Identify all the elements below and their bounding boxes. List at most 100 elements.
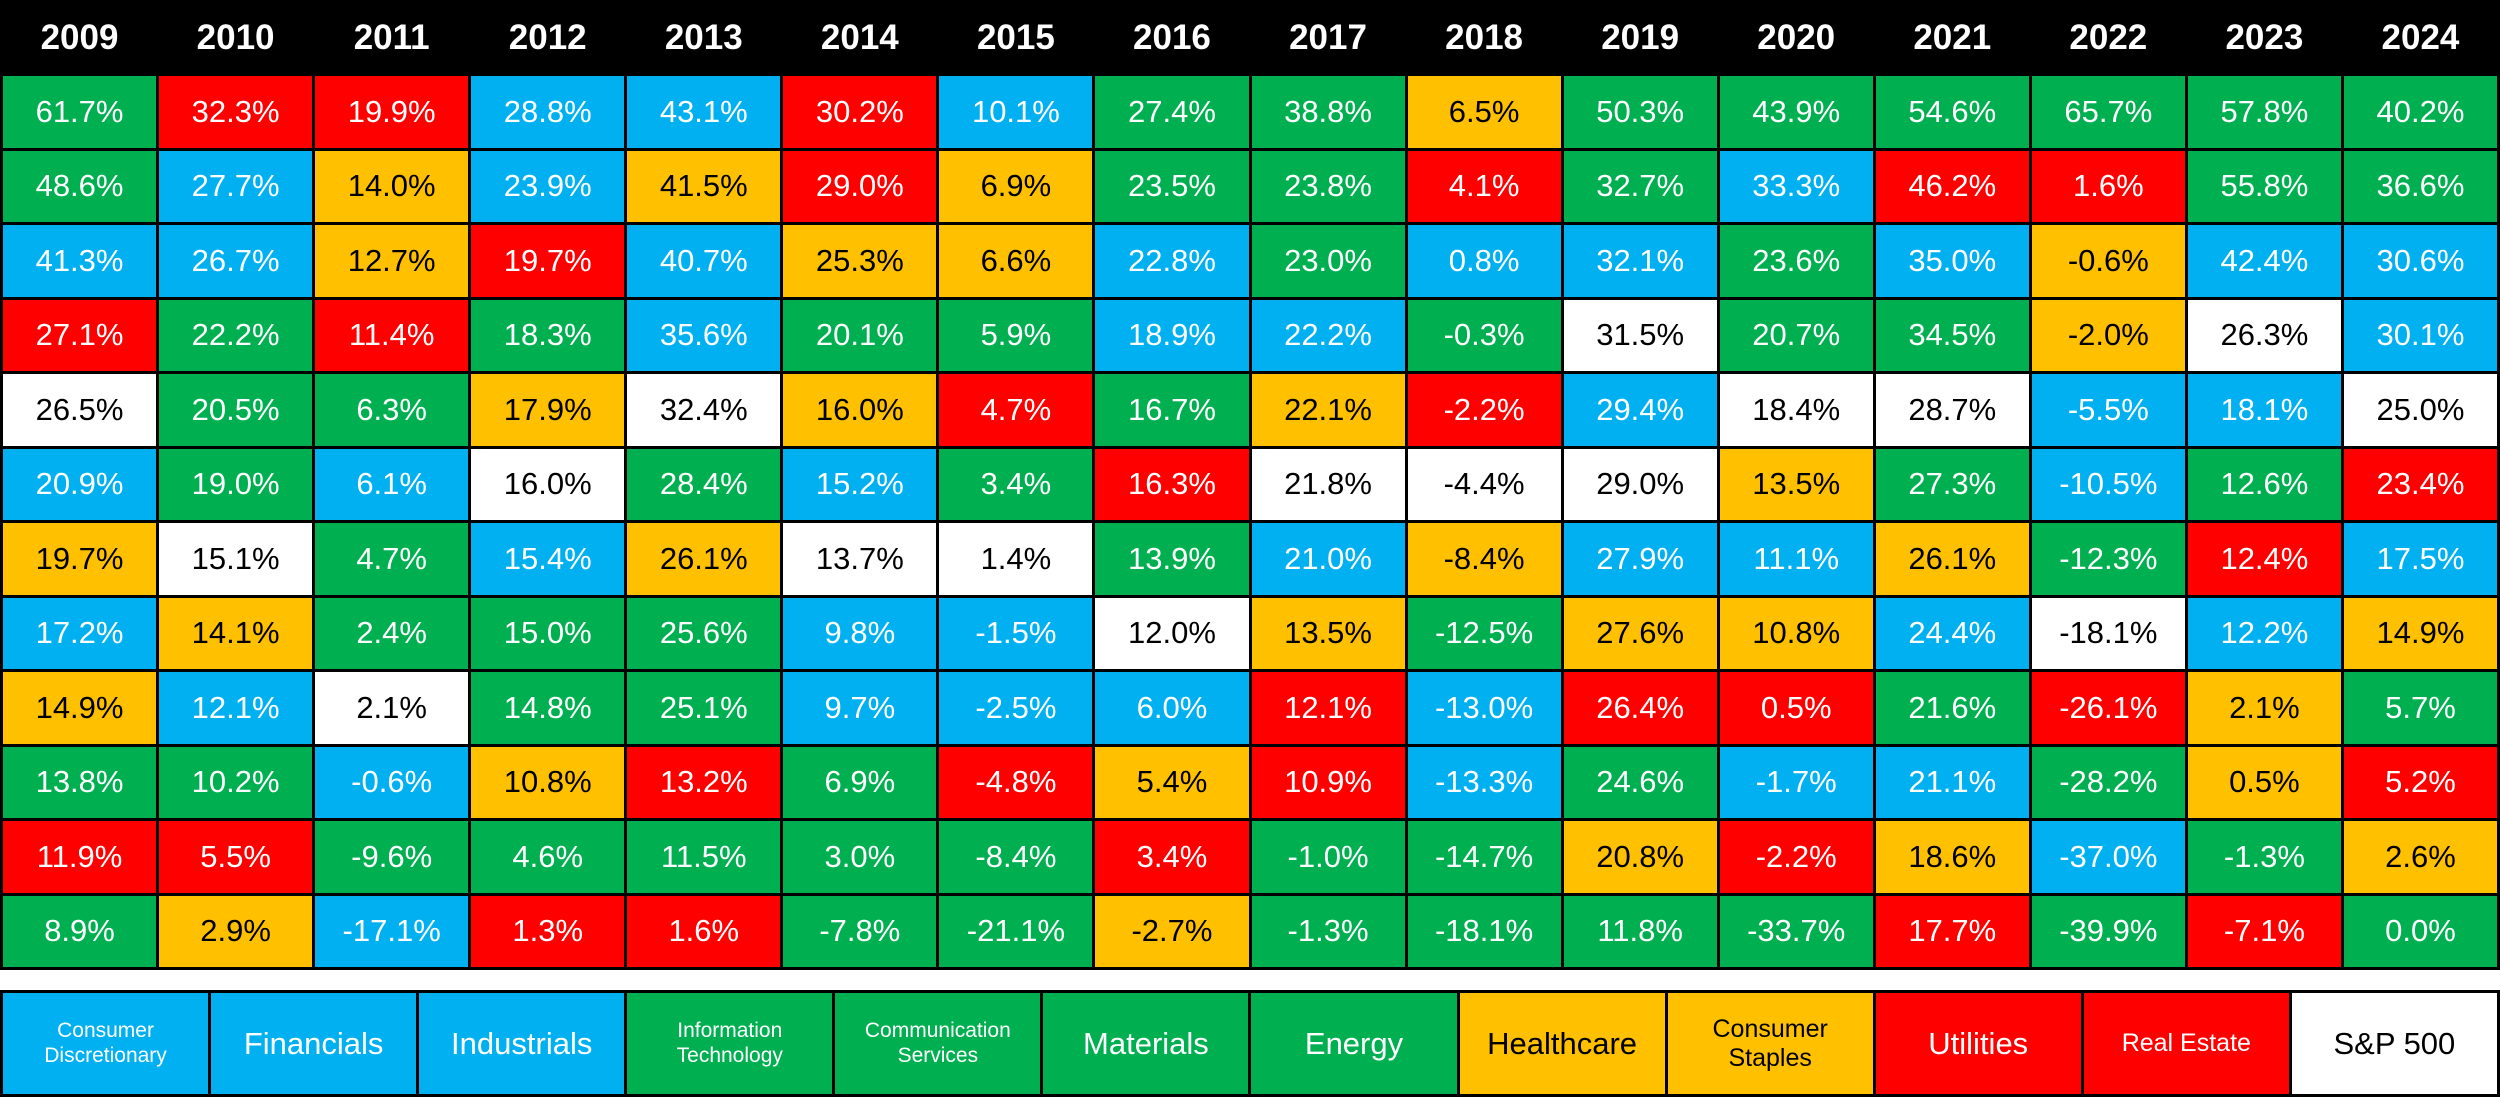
return-cell: 13.2% bbox=[627, 746, 781, 818]
return-cell: 17.7% bbox=[1875, 895, 2029, 967]
return-cell: 5.7% bbox=[2343, 672, 2497, 744]
legend-item: Consumer Staples bbox=[1667, 993, 1873, 1094]
return-cell: 1.6% bbox=[627, 895, 781, 967]
return-cell: 20.7% bbox=[1719, 299, 1873, 371]
return-cell: 6.5% bbox=[1407, 76, 1561, 148]
return-cell: 15.4% bbox=[471, 523, 625, 595]
year-header: 2017 bbox=[1251, 3, 1405, 73]
return-cell: 20.8% bbox=[1563, 821, 1717, 893]
return-cell: 5.5% bbox=[159, 821, 313, 893]
return-cell: -2.7% bbox=[1095, 895, 1249, 967]
return-cell: 11.4% bbox=[315, 299, 469, 371]
return-cell: 27.6% bbox=[1563, 597, 1717, 669]
return-cell: -1.7% bbox=[1719, 746, 1873, 818]
return-cell: 13.7% bbox=[783, 523, 937, 595]
return-cell: 32.7% bbox=[1563, 150, 1717, 222]
return-cell: 15.0% bbox=[471, 597, 625, 669]
year-header: 2021 bbox=[1875, 3, 2029, 73]
return-cell: 50.3% bbox=[1563, 76, 1717, 148]
return-cell: 29.0% bbox=[1563, 448, 1717, 520]
return-cell: 26.7% bbox=[159, 225, 313, 297]
return-cell: 14.9% bbox=[3, 672, 157, 744]
return-cell: 25.1% bbox=[627, 672, 781, 744]
return-cell: 4.6% bbox=[471, 821, 625, 893]
return-cell: 22.2% bbox=[159, 299, 313, 371]
return-cell: 32.4% bbox=[627, 374, 781, 446]
return-cell: 14.1% bbox=[159, 597, 313, 669]
return-cell: -0.6% bbox=[315, 746, 469, 818]
return-cell: -12.3% bbox=[2031, 523, 2185, 595]
year-header: 2024 bbox=[2343, 3, 2497, 73]
return-cell: 21.6% bbox=[1875, 672, 2029, 744]
return-cell: 27.7% bbox=[159, 150, 313, 222]
year-header: 2009 bbox=[3, 3, 157, 73]
legend: Consumer Discretionary Financials Industri… bbox=[0, 990, 2500, 1097]
year-column: 2012 28.8% 23.9% 19.7% 18.3% 17.9% 16.0% 15.4% 1… bbox=[471, 3, 625, 967]
return-cell: 15.1% bbox=[159, 523, 313, 595]
year-column: 2022 65.7% 1.6% -0.6% -2.0% -5.5% -10.5% -12.3%… bbox=[2031, 3, 2185, 967]
return-cell: 18.4% bbox=[1719, 374, 1873, 446]
return-cell: -9.6% bbox=[315, 821, 469, 893]
return-cell: 21.8% bbox=[1251, 448, 1405, 520]
return-cell: 20.5% bbox=[159, 374, 313, 446]
return-cell: 12.1% bbox=[1251, 672, 1405, 744]
return-cell: 3.0% bbox=[783, 821, 937, 893]
return-cell: 6.9% bbox=[939, 150, 1093, 222]
return-cell: 40.2% bbox=[2343, 76, 2497, 148]
return-cell: 61.7% bbox=[3, 76, 157, 148]
return-cell: -4.4% bbox=[1407, 448, 1561, 520]
return-cell: -28.2% bbox=[2031, 746, 2185, 818]
return-cell: -0.3% bbox=[1407, 299, 1561, 371]
return-cell: 17.2% bbox=[3, 597, 157, 669]
year-header: 2020 bbox=[1719, 3, 1873, 73]
return-cell: 33.3% bbox=[1719, 150, 1873, 222]
legend-item: Financials bbox=[211, 993, 417, 1094]
year-column: 2013 43.1% 41.5% 40.7% 35.6% 32.4% 28.4% 26.1% 2… bbox=[627, 3, 781, 967]
return-cell: 48.6% bbox=[3, 150, 157, 222]
return-cell: 23.6% bbox=[1719, 225, 1873, 297]
return-cell: 32.3% bbox=[159, 76, 313, 148]
return-cell: 19.7% bbox=[471, 225, 625, 297]
return-cell: 30.1% bbox=[2343, 299, 2497, 371]
return-cell: -4.8% bbox=[939, 746, 1093, 818]
return-cell: 19.0% bbox=[159, 448, 313, 520]
return-cell: -2.0% bbox=[2031, 299, 2185, 371]
year-column: 2024 40.2% 36.6% 30.6% 30.1% 25.0% 23.4% 17.5% 1… bbox=[2343, 3, 2497, 967]
return-cell: 6.3% bbox=[315, 374, 469, 446]
year-column: 2021 54.6% 46.2% 35.0% 34.5% 28.7% 27.3% 26.1% 2… bbox=[1875, 3, 2029, 967]
return-cell: 40.7% bbox=[627, 225, 781, 297]
return-cell: 21.0% bbox=[1251, 523, 1405, 595]
return-cell: 2.1% bbox=[2187, 672, 2341, 744]
return-cell: 5.9% bbox=[939, 299, 1093, 371]
return-cell: -14.7% bbox=[1407, 821, 1561, 893]
return-cell: 13.8% bbox=[3, 746, 157, 818]
return-cell: 20.9% bbox=[3, 448, 157, 520]
return-cell: 14.9% bbox=[2343, 597, 2497, 669]
return-cell: 27.3% bbox=[1875, 448, 2029, 520]
year-column: 2009 61.7% 48.6% 41.3% 27.1% 26.5% 20.9% 19.7% 1… bbox=[3, 3, 157, 967]
return-cell: 6.6% bbox=[939, 225, 1093, 297]
return-cell: 12.2% bbox=[2187, 597, 2341, 669]
return-cell: 57.8% bbox=[2187, 76, 2341, 148]
return-cell: 14.0% bbox=[315, 150, 469, 222]
year-column: 2020 43.9% 33.3% 23.6% 20.7% 18.4% 13.5% 11.1% 1… bbox=[1719, 3, 1873, 967]
year-column: 2019 50.3% 32.7% 32.1% 31.5% 29.4% 29.0% 27.9% 2… bbox=[1563, 3, 1717, 967]
return-cell: -21.1% bbox=[939, 895, 1093, 967]
return-cell: 0.5% bbox=[1719, 672, 1873, 744]
return-cell: 14.8% bbox=[471, 672, 625, 744]
return-cell: -1.5% bbox=[939, 597, 1093, 669]
return-cell: 22.2% bbox=[1251, 299, 1405, 371]
return-cell: -2.5% bbox=[939, 672, 1093, 744]
return-cell: 31.5% bbox=[1563, 299, 1717, 371]
return-cell: 9.8% bbox=[783, 597, 937, 669]
return-cell: -7.8% bbox=[783, 895, 937, 967]
legend-item: Consumer Discretionary bbox=[3, 993, 209, 1094]
year-column: 2018 6.5% 4.1% 0.8% -0.3% -2.2% -4.4% -8.4% -12.… bbox=[1407, 3, 1561, 967]
return-cell: -18.1% bbox=[2031, 597, 2185, 669]
legend-item: Communication Services bbox=[835, 993, 1041, 1094]
legend-item: Utilities bbox=[1875, 993, 2081, 1094]
return-cell: 18.1% bbox=[2187, 374, 2341, 446]
return-cell: -13.3% bbox=[1407, 746, 1561, 818]
return-cell: 10.9% bbox=[1251, 746, 1405, 818]
year-column: 2011 19.9% 14.0% 12.7% 11.4% 6.3% 6.1% 4.7% 2.4%… bbox=[315, 3, 469, 967]
